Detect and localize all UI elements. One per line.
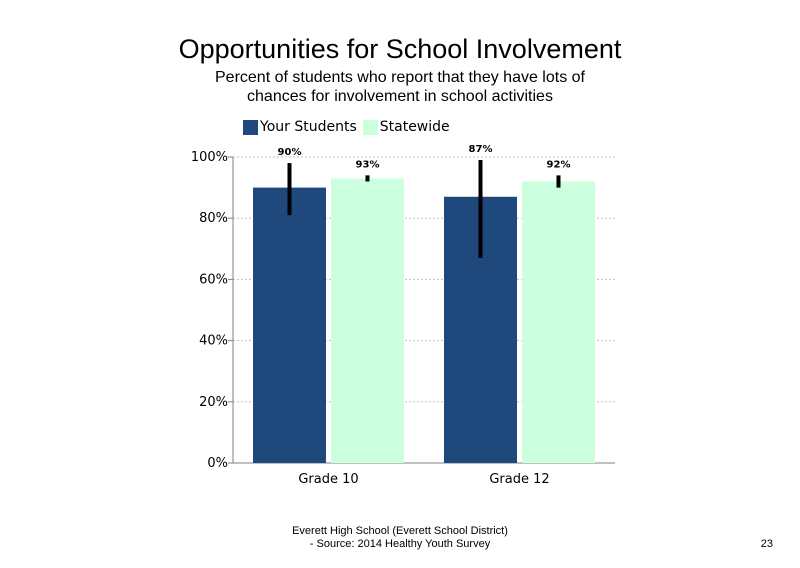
legend-label-your-students: Your Students (260, 119, 357, 135)
legend-label-statewide: Statewide (379, 119, 450, 135)
data-label: 93% (356, 159, 380, 170)
legend-item-statewide: Statewide (362, 119, 450, 135)
legend-item-your-students: Your Students (243, 119, 357, 135)
footer: Everett High School (Everett School Dist… (230, 525, 570, 551)
data-label: 87% (469, 144, 493, 155)
x-tick-label: Grade 10 (298, 472, 358, 487)
bar (331, 178, 404, 464)
chart-title: Opportunities for School Involvement (178, 34, 622, 64)
y-tick-label: 20% (199, 395, 228, 410)
y-tick-label: 0% (207, 456, 228, 471)
y-tick-label: 60% (199, 272, 228, 287)
x-tick-label: Grade 12 (489, 472, 549, 487)
chart-legend: Your Students Statewide (243, 118, 456, 136)
data-label: 92% (547, 159, 571, 170)
legend-swatch-your-students (243, 119, 258, 135)
chart-subtitle: Percent of students who report that they… (215, 69, 585, 105)
y-tick-label: 40% (199, 334, 228, 349)
y-tick-label: 100% (191, 150, 228, 165)
footer-source: - Source: 2014 Healthy Youth Survey (309, 538, 491, 550)
data-label: 90% (278, 147, 302, 158)
page-number: 23 (760, 538, 773, 550)
footer-school: Everett High School (Everett School Dist… (292, 525, 508, 537)
legend-swatch-statewide (362, 119, 378, 135)
bar (522, 181, 595, 464)
y-tick-label: 80% (199, 211, 228, 226)
bar (253, 187, 326, 463)
